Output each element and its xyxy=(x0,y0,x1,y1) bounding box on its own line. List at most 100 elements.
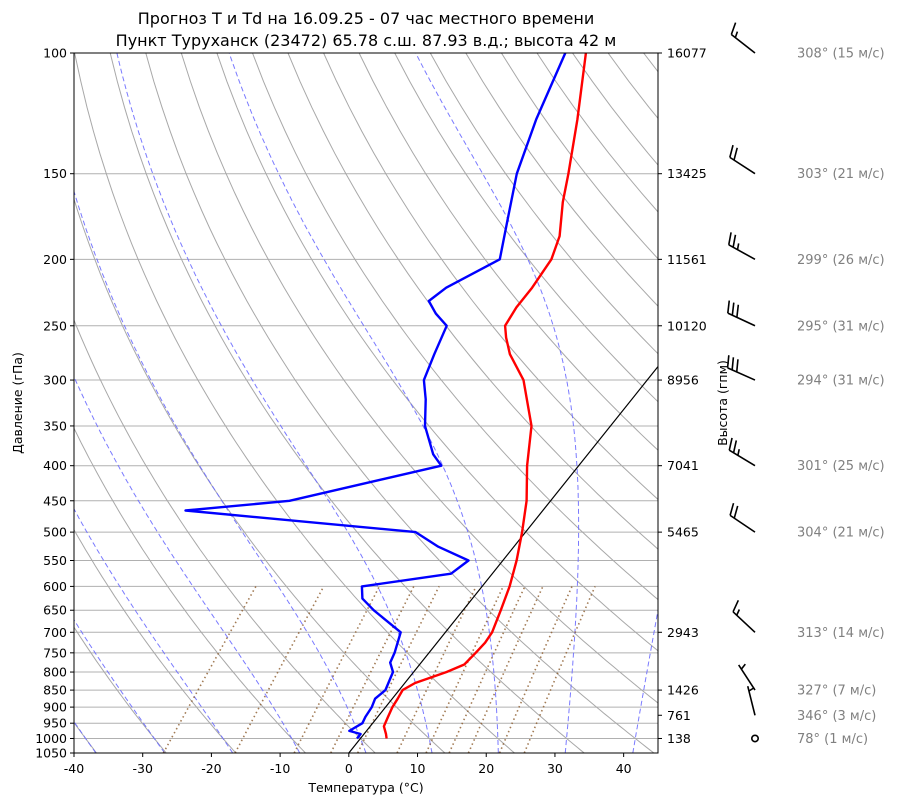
wind-label: 299° (26 м/с) xyxy=(797,253,885,268)
temperature-tick-label: -20 xyxy=(201,761,221,776)
barb-flag xyxy=(735,359,739,372)
height-tick-label: 5465 xyxy=(667,525,699,540)
barb-flag xyxy=(727,300,731,314)
dry-adiabat xyxy=(822,53,900,753)
dry-adiabat xyxy=(679,53,900,753)
height-tick-label: 10120 xyxy=(667,318,707,333)
wind-barb xyxy=(729,502,756,533)
wind-barb xyxy=(729,144,756,175)
chart-title-line2: Пункт Туруханск (23472) 65.78 с.ш. 87.93… xyxy=(116,31,617,50)
pressure-tick-label: 350 xyxy=(43,418,67,433)
dry-adiabat xyxy=(643,53,658,73)
height-tick-label: 7041 xyxy=(667,458,699,473)
dry-adiabat xyxy=(180,53,658,704)
moist-adiabat xyxy=(632,607,658,753)
temperature-tick-label: -40 xyxy=(64,761,84,776)
height-tick-label: 761 xyxy=(667,708,691,723)
barb-flag xyxy=(731,357,735,370)
wind-profile: 78° (1 м/с) 346° (3 м/с) 327° (7 м/с) 313° … xyxy=(726,22,885,747)
mixing-ratio-lines xyxy=(162,586,596,753)
dry-adiabat xyxy=(750,53,900,753)
wind-label: 78° (1 м/с) xyxy=(797,732,868,747)
pressure-tick-label: 900 xyxy=(43,700,67,715)
moist-adiabat xyxy=(74,507,234,753)
pressure-tick-label: 700 xyxy=(43,625,67,640)
barb-flag xyxy=(736,304,740,318)
pressure-tick-label: 850 xyxy=(43,683,67,698)
zero-isotherm xyxy=(348,365,658,753)
pressure-tick-label: 1050 xyxy=(35,746,67,761)
pressure-tick-label: 800 xyxy=(43,665,67,680)
temperature-tick-label: -10 xyxy=(270,761,290,776)
sounding-series xyxy=(184,53,588,740)
temperature-tick-label: 40 xyxy=(616,761,632,776)
dry-adiabat xyxy=(394,53,658,403)
wind-label: 294° (31 м/с) xyxy=(797,374,885,389)
wind-label: 301° (25 м/с) xyxy=(797,459,885,474)
dry-adiabat xyxy=(786,53,900,753)
barb-flag xyxy=(732,440,738,453)
isotherm-0 xyxy=(348,365,658,753)
height-tick-label: 138 xyxy=(667,731,691,746)
barb-flag xyxy=(732,234,737,248)
dry-adiabat xyxy=(287,53,658,550)
height-axis-label: Высота (гпм) xyxy=(715,360,730,446)
pressure-tick-label: 250 xyxy=(43,318,67,333)
barb-flag xyxy=(728,437,733,451)
calm-circle xyxy=(750,734,759,743)
barb-flag xyxy=(730,22,737,35)
plot-area xyxy=(74,53,658,753)
pressure-tick-label: 300 xyxy=(43,373,67,388)
pressure-tick-label: 400 xyxy=(43,458,67,473)
barb-flag xyxy=(733,147,738,161)
moist-adiabat xyxy=(116,53,433,753)
height-axis-ticks: 138 761 1426 2943 5465 7041 8956 10120 11561 1342… xyxy=(658,46,707,746)
barb-flag xyxy=(731,302,735,316)
pressure-tick-label: 500 xyxy=(43,525,67,540)
barb-flag xyxy=(726,355,730,368)
pressure-tick-label: 1000 xyxy=(35,731,67,746)
barb-flag xyxy=(727,232,732,245)
dry-adiabat xyxy=(74,626,167,753)
height-tick-label: 1426 xyxy=(667,683,699,698)
wind-barb xyxy=(746,685,756,716)
wind-barb xyxy=(732,599,756,633)
pressure-tick-label: 600 xyxy=(43,579,67,594)
wind-barb xyxy=(750,734,759,743)
plot-frame xyxy=(73,52,659,754)
pressure-tick-label: 450 xyxy=(43,493,67,508)
wind-label: 303° (21 м/с) xyxy=(797,167,885,182)
wind-barb xyxy=(727,300,756,327)
temperature-tick-label: 10 xyxy=(410,761,426,776)
chart-title-line1: Прогноз T и Td на 16.09.25 - 07 час мест… xyxy=(138,9,594,28)
mixing-ratio-line xyxy=(498,586,573,753)
barb-flag xyxy=(733,505,739,519)
wind-label: 327° (7 м/с) xyxy=(797,684,876,699)
height-tick-label: 11561 xyxy=(667,252,707,267)
pressure-tick-label: 950 xyxy=(43,716,67,731)
barb-half-flag xyxy=(734,31,739,38)
barb-flag xyxy=(732,599,740,613)
dry-adiabat xyxy=(109,53,585,753)
dry-adiabat xyxy=(74,53,515,753)
barb-half-flag xyxy=(737,449,741,456)
dry-adiabat xyxy=(216,53,658,652)
barb-flag xyxy=(729,502,735,516)
temperature-tick-label: 20 xyxy=(478,761,494,776)
dry-adiabat xyxy=(715,53,900,753)
height-tick-label: 16077 xyxy=(667,46,707,61)
mixing-ratio-line xyxy=(523,586,596,753)
temperature-tick-label: -30 xyxy=(132,761,152,776)
barb-half-flag xyxy=(736,243,740,250)
barb-flag xyxy=(729,144,734,158)
y-axis-label: Давление (гПа) xyxy=(10,352,25,454)
pressure-tick-label: 200 xyxy=(43,252,67,267)
moist-adiabats xyxy=(74,53,658,753)
pressure-gridlines xyxy=(74,53,658,753)
moist-adiabat xyxy=(74,375,301,753)
moist-adiabat xyxy=(415,53,580,753)
mixing-ratio-line xyxy=(425,586,504,753)
dewpoint-line xyxy=(184,53,567,740)
height-tick-label: 13425 xyxy=(667,166,707,181)
